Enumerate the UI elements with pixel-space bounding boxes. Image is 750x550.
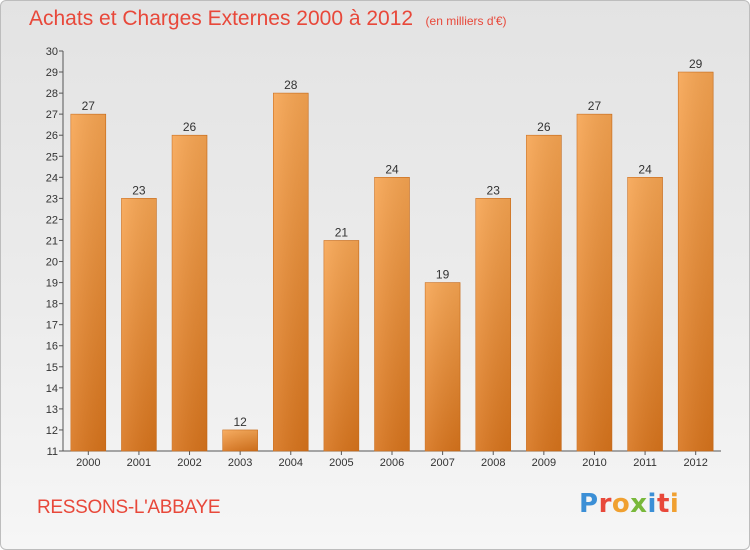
x-tick-label-2009: 2009	[532, 457, 556, 469]
y-tick-label: 28	[46, 88, 58, 100]
y-tick-label: 26	[46, 130, 58, 142]
data-label-2003: 12	[233, 415, 247, 429]
x-tick-label-2001: 2001	[127, 457, 151, 469]
x-tick-label-2007: 2007	[430, 457, 454, 469]
data-label-2012: 29	[689, 57, 703, 71]
bar-shade-2005	[323, 240, 359, 451]
brand-letter: i	[669, 489, 680, 519]
y-tick-label: 16	[46, 341, 58, 353]
y-tick-label: 15	[46, 362, 58, 374]
x-axis: 2000 2001 2002 2003 2004 2005 2006 2007 2008 2009…	[63, 450, 721, 469]
x-tick-label-2003: 2003	[228, 457, 252, 469]
y-tick-label: 22	[46, 214, 58, 226]
chart-unit: (en milliers d'€)	[425, 14, 507, 28]
data-label-2001: 23	[132, 183, 146, 197]
brand-letter: r	[598, 489, 612, 519]
y-tick-label: 20	[46, 257, 58, 269]
y-tick-label: 12	[46, 425, 58, 437]
brand-logo[interactable]: Proxiti	[579, 489, 679, 519]
x-tick-label-2000: 2000	[76, 457, 100, 469]
x-tick-label-2010: 2010	[582, 457, 606, 469]
bar-shade-2002	[172, 135, 208, 452]
bar-shade-2008	[475, 198, 511, 451]
brand-letter: P	[579, 489, 599, 519]
chart-title: Achats et Charges Externes 2000 à 2012	[29, 7, 414, 30]
brand-letter: t	[656, 489, 670, 519]
bar-shade-2007	[425, 282, 461, 451]
data-label-2006: 24	[385, 162, 399, 176]
data-labels: 27 23 26 12 28 21 24 19 23 26 27 24 29	[82, 57, 703, 429]
x-tick-label-2005: 2005	[329, 457, 353, 469]
data-label-2011: 24	[638, 162, 652, 176]
bar-shade-2009	[526, 135, 562, 452]
x-tick-label-2004: 2004	[279, 457, 303, 469]
data-label-2005: 21	[335, 225, 349, 239]
y-tick-label: 27	[46, 109, 58, 121]
bar-shade-2006	[374, 177, 410, 451]
bar-shade-2011	[627, 177, 663, 451]
brand-letter: i	[647, 489, 657, 519]
data-label-2000: 27	[82, 99, 96, 113]
data-label-2004: 28	[284, 78, 298, 92]
bar-shade-2012	[678, 72, 714, 451]
title-row: Achats et Charges Externes 2000 à 2012 (…	[29, 7, 507, 31]
y-tick-label: 24	[46, 172, 58, 184]
data-label-2008: 23	[487, 183, 501, 197]
bar-shade-2003	[222, 429, 258, 451]
x-tick-label-2006: 2006	[380, 457, 404, 469]
bar-shade-2000	[70, 114, 106, 451]
data-label-2009: 26	[537, 120, 551, 134]
y-tick-label: 19	[46, 278, 58, 290]
x-tick-label-2002: 2002	[177, 457, 201, 469]
y-tick-label: 30	[46, 46, 58, 58]
y-tick-label: 17	[46, 320, 58, 332]
y-tick-label: 13	[46, 404, 58, 416]
y-tick-label: 18	[46, 299, 58, 311]
y-tick-label: 23	[46, 193, 58, 205]
y-axis: 11 12 13 14 15 16 17 18 19 20 21 22 23 24 25 26 27 28 29 30	[46, 46, 64, 458]
bar-shade-2001	[121, 198, 157, 451]
data-label-2002: 26	[183, 120, 197, 134]
y-tick-label: 21	[46, 235, 58, 247]
bar-shade-2010	[576, 114, 612, 451]
y-tick-label: 11	[47, 446, 58, 458]
commune-name: RESSONS-L'ABBAYE	[37, 497, 221, 518]
brand-letter: o	[611, 489, 631, 519]
x-tick-label-2011: 2011	[633, 457, 657, 469]
bars	[70, 71, 714, 452]
y-tick-label: 14	[46, 383, 58, 395]
data-label-2010: 27	[588, 99, 602, 113]
x-tick-label-2012: 2012	[683, 457, 707, 469]
y-tick-label: 25	[46, 151, 58, 163]
brand-letter: x	[630, 489, 648, 519]
x-tick-label-2008: 2008	[481, 457, 505, 469]
y-tick-label: 29	[46, 67, 58, 79]
bar-shade-2004	[273, 93, 309, 452]
data-label-2007: 19	[436, 268, 450, 282]
